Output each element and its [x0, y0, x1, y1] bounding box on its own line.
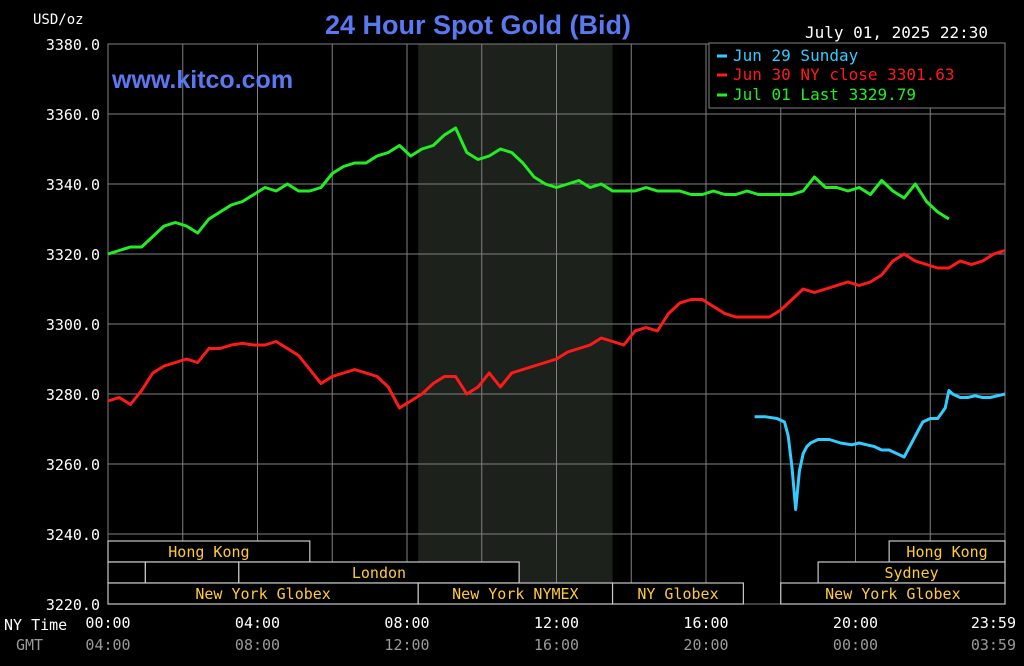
y-tick-label: 3340.0 — [46, 176, 100, 194]
x-tick-label-gmt: 16:00 — [534, 636, 579, 654]
x-tick-label-ny: 16:00 — [683, 614, 728, 632]
x-tick-label-gmt: 08:00 — [235, 636, 280, 654]
x-tick-label-gmt: 00:00 — [833, 636, 878, 654]
y-tick-label: 3260.0 — [46, 456, 100, 474]
y-tick-label: 3380.0 — [46, 36, 100, 54]
y-tick-label: 3320.0 — [46, 246, 100, 264]
session-box — [780, 582, 1006, 605]
gmt-row-label: GMT — [16, 636, 43, 654]
ny-time-row-label: NY Time — [4, 616, 67, 634]
session-box — [107, 561, 146, 584]
chart-timestamp: July 01, 2025 22:30 — [805, 23, 988, 42]
x-tick-label-gmt: 04:00 — [85, 636, 130, 654]
x-tick-label-ny: 04:00 — [235, 614, 280, 632]
x-tick-label-gmt: 03:59 — [971, 636, 1016, 654]
session-label: New York NYMEX — [452, 585, 578, 603]
price-series — [107, 126, 1006, 511]
units-label: USD/oz — [33, 12, 84, 28]
x-tick-label-ny: 00:00 — [85, 614, 130, 632]
grid-lines — [107, 43, 1006, 605]
legend-label-jun29: Jun 29 Sunday — [733, 46, 859, 65]
y-tick-label: 3360.0 — [46, 106, 100, 124]
chart-title: 24 Hour Spot Gold (Bid) — [325, 10, 631, 40]
x-tick-label-ny: 20:00 — [833, 614, 878, 632]
y-axis-tick-labels: 3220.0 3240.0 3260.0 3280.0 3300.0 3320.0 3340… — [46, 36, 100, 614]
session-label: London — [352, 564, 406, 582]
session-label: Hong Kong — [168, 543, 249, 561]
session-label: New York Globex — [825, 585, 960, 603]
session-box — [611, 582, 744, 605]
session-label: NY Globex — [637, 585, 718, 603]
session-label: New York Globex — [195, 585, 330, 603]
legend-label-jul01: Jul 01 Last 3329.79 — [733, 85, 916, 104]
y-tick-label: 3300.0 — [46, 316, 100, 334]
market-session-boxes: Hong Kong Hong Kong London Sydney New York G… — [107, 540, 1006, 605]
x-tick-label-ny: 23:59 — [971, 614, 1016, 632]
session-box — [144, 561, 240, 584]
legend: Jun 29 Sunday Jun 30 NY close 3301.63 Ju… — [708, 42, 1006, 109]
x-tick-label-gmt: 12:00 — [384, 636, 429, 654]
session-label: Hong Kong — [906, 543, 987, 561]
series-line-jul01 — [107, 126, 950, 256]
x-tick-label-ny: 12:00 — [534, 614, 579, 632]
x-tick-label-ny: 08:00 — [384, 614, 429, 632]
session-label: Sydney — [884, 564, 938, 582]
watermark: www.kitco.com — [111, 66, 293, 94]
legend-box — [708, 42, 1006, 109]
y-tick-label: 3280.0 — [46, 386, 100, 404]
y-tick-label: 3220.0 — [46, 596, 100, 614]
legend-label-jun30: Jun 30 NY close 3301.63 — [733, 65, 955, 84]
x-axis-tick-labels: 00:00 04:00 04:00 08:00 08:00 12:00 12:00 16:00… — [85, 614, 1016, 654]
series-line-jun29 — [754, 389, 1006, 511]
series-line-jun30 — [107, 249, 1006, 410]
y-tick-label: 3240.0 — [46, 526, 100, 544]
x-tick-label-gmt: 20:00 — [683, 636, 728, 654]
